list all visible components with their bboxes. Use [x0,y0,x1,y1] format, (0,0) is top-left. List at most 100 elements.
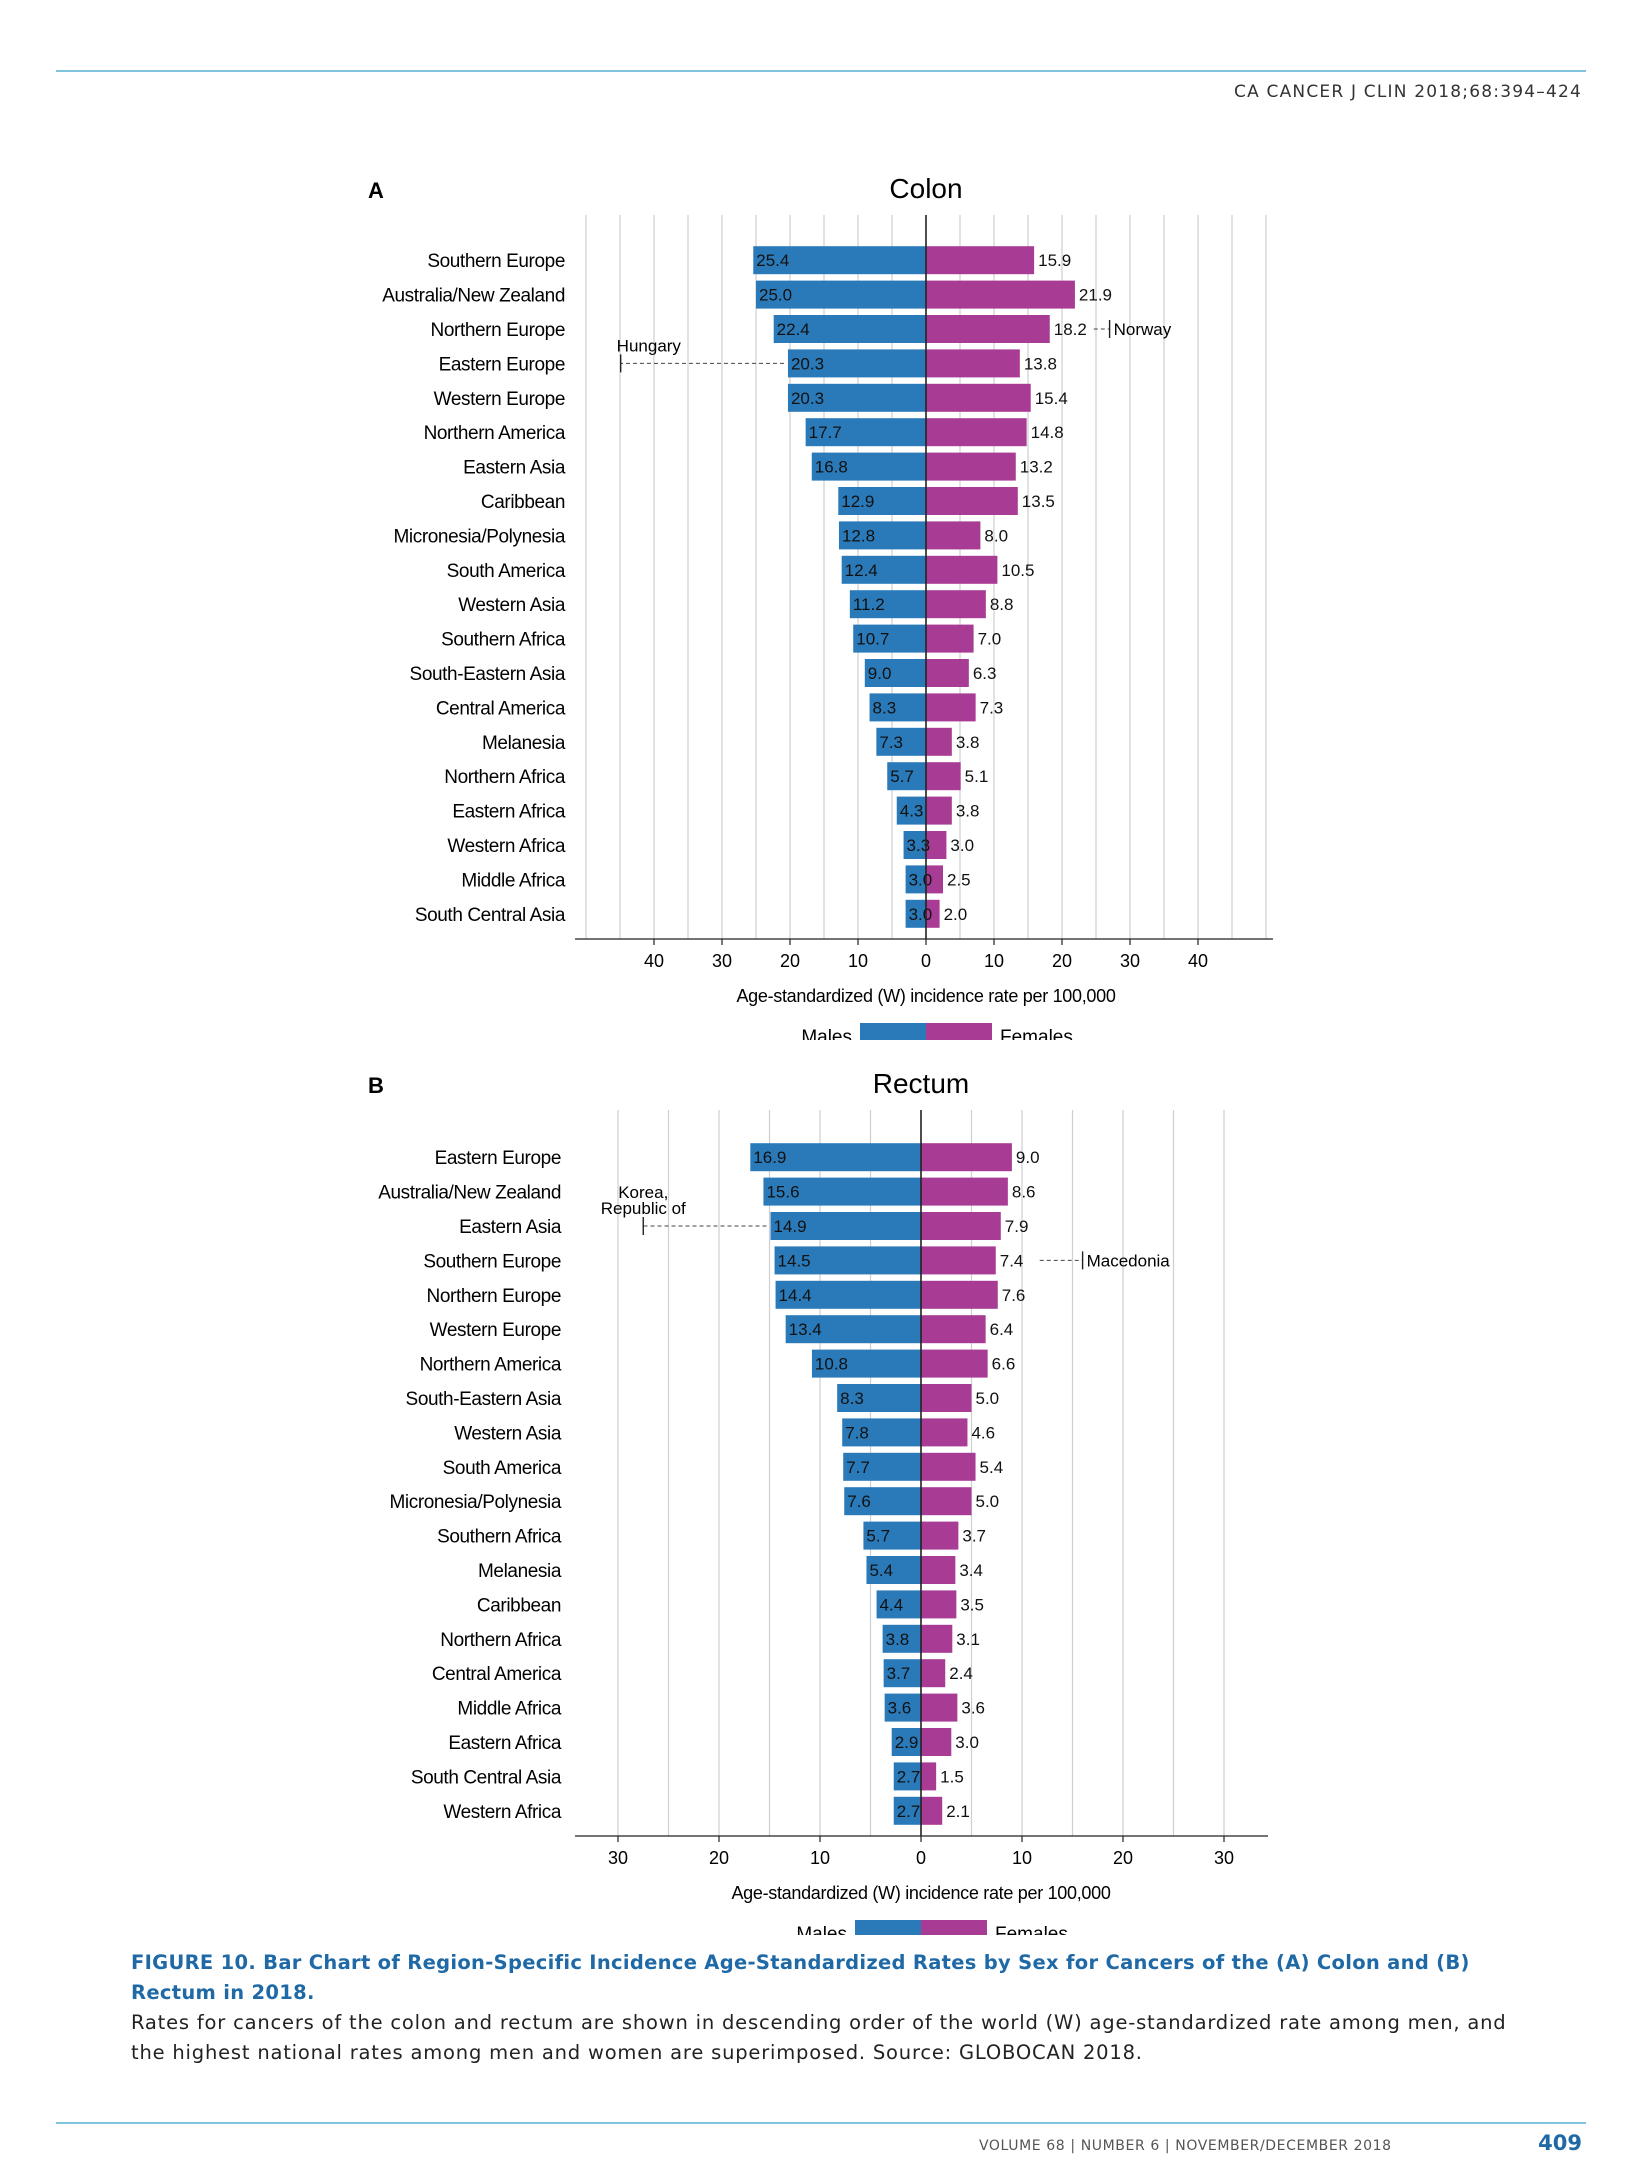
value-label-female: 7.6 [1002,1286,1026,1305]
value-label-female: 5.0 [976,1492,1000,1511]
bar-female [921,1762,937,1791]
value-label-female: 6.3 [973,664,997,683]
bar-female [921,1280,998,1309]
value-label-female: 3.8 [956,802,980,821]
category-label: Middle Africa [457,1699,561,1720]
category-label: Australia/New Zealand [378,1183,561,1204]
bar-male [838,487,926,515]
bar-male [775,1280,921,1309]
value-label-female: 3.0 [950,836,974,855]
value-label-male: 5.4 [869,1561,893,1580]
caption-body: Rates for cancers of the colon and rectu… [131,2011,1507,2064]
value-label-female: 3.1 [956,1630,980,1649]
value-label-female: 2.1 [946,1802,970,1821]
x-tick-label: 40 [644,951,664,971]
value-label-male: 5.7 [866,1527,890,1546]
value-label-female: 4.6 [971,1423,995,1442]
value-label-male: 25.0 [759,286,792,305]
bar-female [921,1418,968,1447]
bar-male [893,1796,921,1825]
bar-male [876,727,926,756]
value-label-female: 6.6 [992,1355,1016,1374]
x-tick-label: 30 [1214,1848,1234,1868]
x-axis-label: Age-standardized (W) incidence rate per … [736,986,1115,1006]
annotation-label: Hungary [617,336,682,355]
value-label-male: 22.4 [777,320,810,339]
bar-male [903,831,926,859]
bar-female [921,1796,943,1825]
value-label-female: 5.4 [980,1458,1004,1477]
page-number: 409 [1538,2131,1582,2155]
value-label-male: 13.4 [789,1320,822,1339]
value-label-female: 7.3 [980,698,1004,717]
bar-male [811,1349,921,1378]
value-label-male: 8.3 [873,698,897,717]
value-label-female: 8.6 [1012,1183,1036,1202]
bar-male [787,349,926,378]
value-label-male: 9.0 [868,664,892,683]
category-label: Melanesia [478,1561,562,1582]
value-label-male: 14.4 [779,1286,812,1305]
legend-swatch-males [855,1920,921,1935]
bar-male [891,1728,921,1756]
category-label: Central America [436,698,566,719]
bar-male [811,452,926,481]
value-label-female: 2.4 [949,1664,973,1683]
panel-letter: A [368,178,384,203]
category-label: Micronesia/Polynesia [393,526,565,547]
bar-female [921,1177,1008,1206]
top-rule [56,70,1586,72]
value-label-male: 14.9 [774,1217,807,1236]
bar-female [926,555,998,584]
value-label-male: 3.7 [887,1664,911,1683]
value-label-female: 13.5 [1022,492,1055,511]
bar-female [926,315,1050,343]
category-label: Southern Africa [441,630,566,651]
bar-male [773,315,926,343]
value-label-female: 8.0 [984,526,1008,545]
bar-male [849,590,926,619]
category-label: Central America [432,1664,562,1685]
category-label: South America [447,561,566,582]
value-label-female: 21.9 [1079,286,1112,305]
bar-male [838,521,926,550]
category-label: Northern Africa [444,767,566,788]
value-label-male: 5.7 [890,767,914,786]
value-label-female: 7.4 [1000,1251,1024,1270]
value-label-male: 20.3 [791,354,824,373]
bar-male [882,1624,921,1653]
value-label-female: 7.9 [1005,1217,1029,1236]
bar-male [842,1418,921,1447]
bar-male [896,796,926,825]
annotation-label: Norway [1114,320,1172,339]
category-label: Caribbean [481,492,565,513]
bar-female [926,452,1016,481]
value-label-male: 17.7 [809,423,842,442]
category-label: Micronesia/Polynesia [389,1492,561,1513]
x-tick-label: 20 [1113,1848,1133,1868]
value-label-female: 3.7 [962,1527,986,1546]
bar-male [905,865,926,894]
bar-male [774,1246,921,1275]
chart-title: Colon [889,173,962,204]
x-tick-label: 0 [916,1848,926,1868]
bar-female [926,349,1020,378]
category-label: Northern Europe [427,1286,561,1307]
value-label-male: 16.8 [815,458,848,477]
category-label: South America [443,1458,562,1479]
category-label: Eastern Asia [459,1217,562,1238]
x-tick-label: 10 [848,951,868,971]
colon-chart: A Colon Southern Europe 25.4 15.9 Australia/N… [368,173,1273,1040]
value-label-male: 10.8 [815,1355,848,1374]
bar-female [926,383,1031,412]
bar-female [926,762,961,791]
x-tick-label: 20 [780,951,800,971]
bar-male [876,1590,921,1619]
value-label-male: 12.4 [845,561,878,580]
category-label: Southern Europe [423,1251,561,1272]
legend-swatch-males [860,1023,926,1040]
bar-male [787,383,926,412]
bar-female [926,659,969,687]
bar-female [926,418,1027,447]
value-label-male: 15.6 [766,1183,799,1202]
